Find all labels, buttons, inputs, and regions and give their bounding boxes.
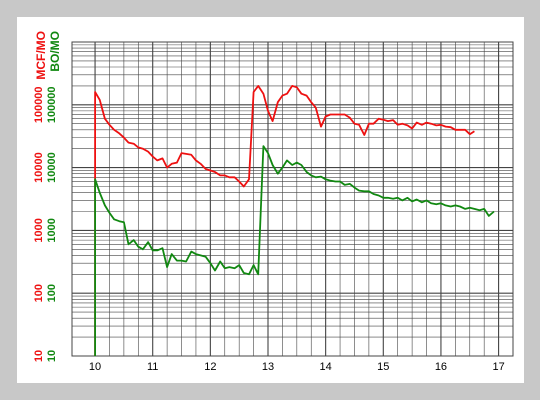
y-tick-label-gas: 10 (33, 350, 45, 362)
x-tick-label: 16 (435, 361, 447, 373)
y-tick-label-oil: 10000 (46, 152, 58, 183)
y-tick-labels: 10 10 100 100 1000 1000 10000 10000 100000 100000 (33, 86, 58, 362)
x-tick-labels: 10 11 12 13 14 15 16 17 (89, 361, 505, 373)
x-tick-label: 11 (147, 361, 158, 373)
x-tick-label: 12 (204, 361, 216, 373)
y-tick-label-oil: 100000 (46, 86, 58, 123)
y-tick-label-gas: 100 (33, 284, 45, 302)
series-layer (94, 85, 495, 356)
y-tick-label-oil: 100 (46, 284, 58, 302)
chart-panel: 10 11 12 13 14 15 16 17 10 10 100 100 1000 1000 10000… (17, 17, 524, 383)
x-tick-label: 13 (262, 361, 274, 373)
y-tick-label-gas: 10000 (33, 152, 45, 183)
grid (71, 41, 514, 357)
x-tick-label: 10 (89, 361, 101, 373)
y-tick-label-gas: 100000 (33, 86, 45, 123)
x-tick-label: 14 (320, 361, 332, 373)
y-tick-label-oil: 10 (46, 350, 58, 362)
x-tick-label: 17 (492, 361, 504, 373)
y-axis-label-oil: BO/MO (48, 31, 62, 72)
y-axis-label-gas: MCF/MO (34, 31, 48, 80)
series-line-oil (94, 145, 495, 356)
x-tick-label: 15 (377, 361, 389, 373)
y-tick-label-oil: 1000 (46, 218, 58, 242)
series-line-gas (94, 85, 475, 356)
y-tick-label-gas: 1000 (33, 218, 45, 242)
